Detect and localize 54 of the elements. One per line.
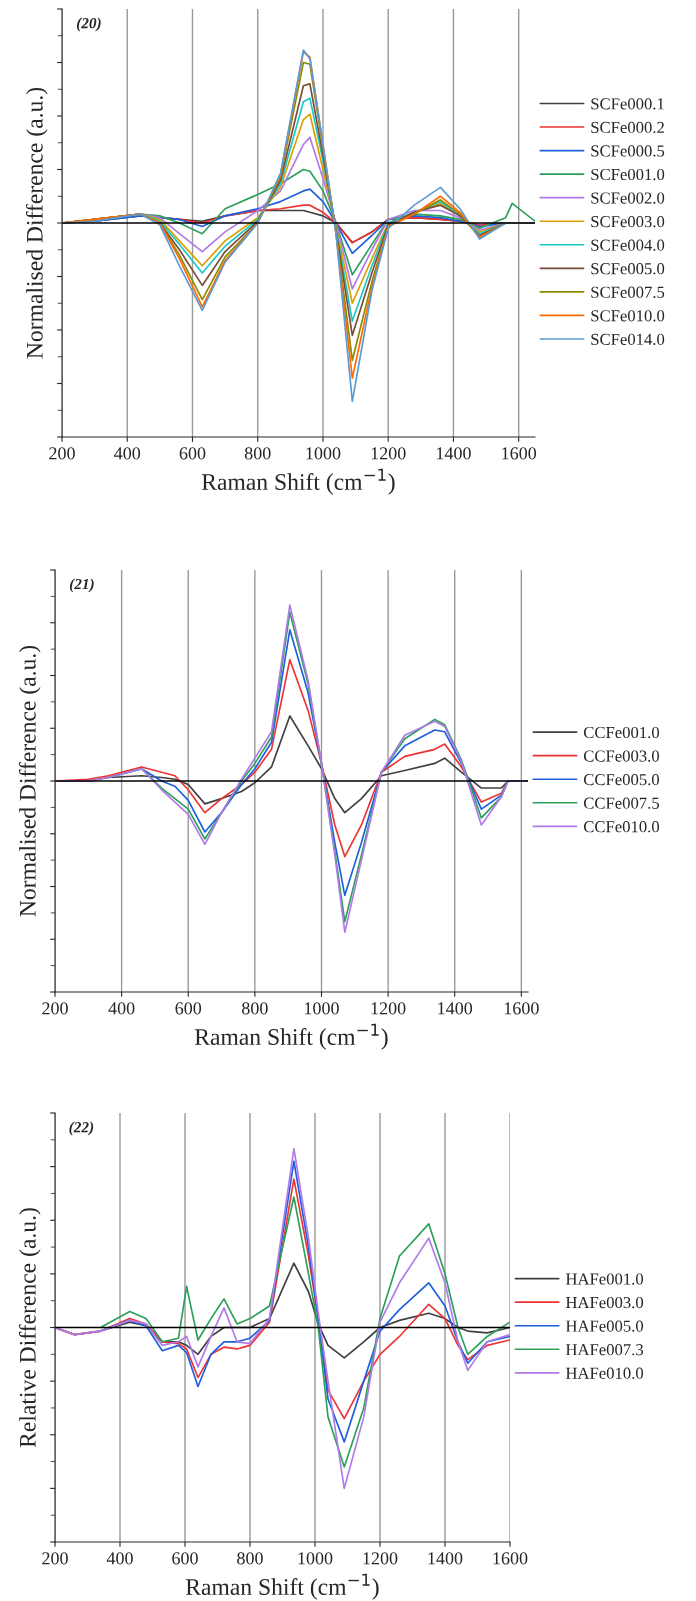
legend-label: SCFe007.5 (591, 286, 665, 298)
legend-label: SCFe004.0 (591, 239, 665, 251)
x-axis-title: Raman Shift (cm$^{−1}$) (185, 1573, 379, 1600)
x-tick-label: 200 (42, 1552, 68, 1565)
x-tick-label: 600 (172, 1552, 198, 1565)
legend-label: SCFe002.0 (591, 192, 665, 204)
x-tick-label: 200 (49, 447, 75, 460)
x-tick-label: 400 (114, 447, 141, 460)
legend-label: HAFe001.0 (565, 1273, 644, 1285)
legend-label: SCFe014.0 (591, 333, 665, 346)
legend-label: CCFe010.0 (583, 821, 660, 833)
x-tick-label: 800 (237, 1552, 263, 1565)
x-axis-title: Raman Shift (cm$^{−1}$) (194, 1023, 388, 1050)
x-tick-label: 1400 (436, 447, 471, 460)
text: (20) (76, 17, 101, 32)
x-tick-label: 1400 (428, 1552, 463, 1565)
x-tick-label: 400 (108, 1002, 135, 1015)
x-tick-label: 1200 (363, 1552, 398, 1565)
legend-label: CCFe001.0 (583, 726, 660, 739)
legend-label: CCFe005.0 (583, 773, 660, 786)
legend-label: SCFe005.0 (591, 263, 665, 275)
x-tick-label: 400 (106, 1552, 133, 1565)
x-tick-label: 1600 (502, 447, 537, 460)
x-tick-label: 1000 (306, 447, 341, 460)
legend-label: SCFe000.1 (591, 98, 664, 110)
legend-label: CCFe007.5 (583, 797, 660, 809)
legend-label: CCFe003.0 (583, 750, 660, 762)
y-axis-title: Relative Difference (a.u.) (18, 1208, 41, 1448)
x-tick-label: 1600 (493, 1552, 528, 1565)
legend-label: HAFe005.0 (565, 1320, 644, 1332)
x-tick-label: 1200 (371, 1002, 406, 1015)
y-axis-title: Normalised Difference (a.u.) (18, 645, 41, 917)
legend-label: SCFe000.2 (591, 121, 664, 134)
x-tick-label: 1600 (504, 1002, 539, 1015)
x-tick-label: 1000 (298, 1552, 333, 1565)
x-tick-label: 200 (42, 1002, 68, 1015)
y-axis-title: Normalised Difference (a.u.) (25, 87, 48, 359)
x-axis-title: Raman Shift (cm$^{−1}$) (201, 468, 395, 495)
text: (22) (69, 1121, 94, 1136)
x-tick-label: 800 (242, 1002, 268, 1015)
legend-label: SCFe003.0 (591, 215, 665, 228)
legend-label: SCFe010.0 (591, 310, 665, 322)
text: (21) (69, 578, 94, 593)
x-tick-label: 600 (179, 447, 206, 460)
x-tick-label: 600 (175, 1002, 202, 1015)
legend-label: HAFe007.3 (565, 1344, 644, 1356)
legend-label: SCFe001.0 (591, 168, 665, 181)
legend-label: HAFe010.0 (565, 1367, 644, 1379)
legend-label: HAFe003.0 (565, 1296, 644, 1309)
x-tick-label: 1200 (371, 447, 406, 460)
x-tick-label: 1400 (438, 1002, 473, 1015)
x-tick-label: 800 (244, 447, 271, 460)
x-tick-label: 1000 (305, 1002, 339, 1015)
legend-label: SCFe000.5 (591, 145, 665, 157)
